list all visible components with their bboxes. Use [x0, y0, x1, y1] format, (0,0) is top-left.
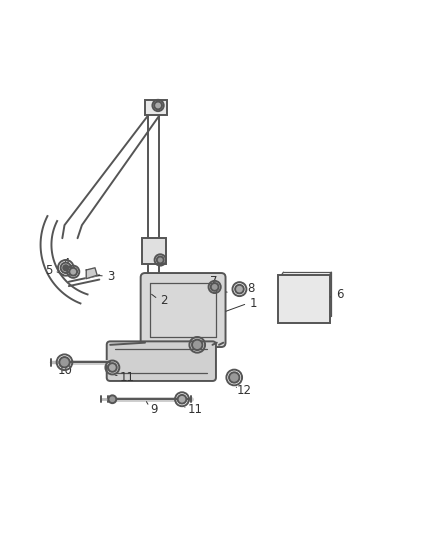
Circle shape: [157, 256, 164, 263]
Text: 11: 11: [187, 403, 202, 416]
Circle shape: [59, 357, 70, 367]
Circle shape: [178, 395, 186, 403]
Circle shape: [63, 265, 68, 270]
Text: 6: 6: [336, 288, 344, 301]
Text: 12: 12: [237, 384, 252, 398]
Circle shape: [69, 268, 77, 276]
Text: 5: 5: [45, 264, 53, 277]
Circle shape: [229, 372, 240, 383]
Text: 10: 10: [58, 364, 73, 377]
Text: 4: 4: [62, 256, 70, 270]
Circle shape: [108, 363, 117, 372]
Text: 3: 3: [107, 270, 115, 283]
Circle shape: [109, 395, 116, 403]
Circle shape: [211, 283, 219, 291]
Circle shape: [192, 340, 202, 350]
FancyBboxPatch shape: [107, 341, 216, 381]
Text: 11: 11: [120, 372, 135, 384]
Text: 1: 1: [249, 297, 257, 310]
Polygon shape: [86, 268, 97, 279]
FancyBboxPatch shape: [145, 100, 167, 116]
Text: 7: 7: [210, 275, 217, 288]
Text: 8: 8: [247, 282, 254, 295]
Circle shape: [60, 263, 71, 273]
Circle shape: [154, 102, 162, 109]
Text: 9: 9: [150, 403, 158, 416]
FancyBboxPatch shape: [141, 273, 226, 347]
FancyBboxPatch shape: [142, 238, 166, 264]
Text: 2: 2: [160, 294, 168, 307]
Circle shape: [235, 285, 244, 294]
FancyBboxPatch shape: [278, 275, 330, 323]
